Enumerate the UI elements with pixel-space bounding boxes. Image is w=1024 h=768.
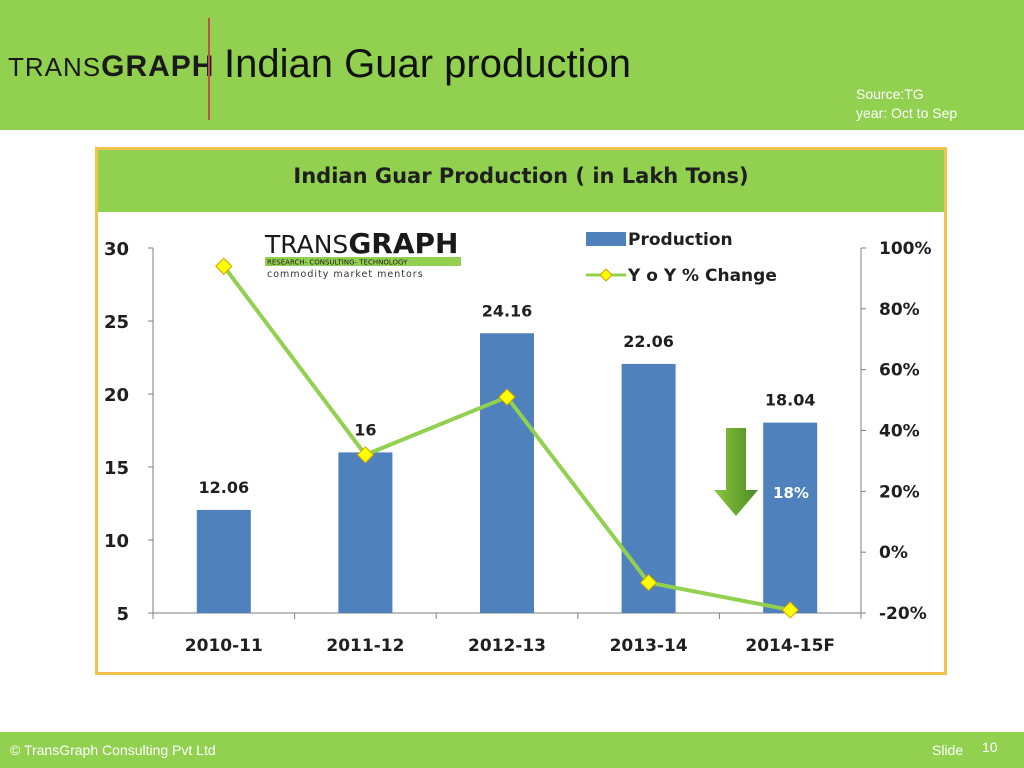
y-axis-left-tick-label: 30 [104, 239, 129, 260]
yoy-change-marker [781, 601, 799, 619]
yoy-change-marker [215, 257, 233, 275]
chart-legend: Production Y o Y % Change [586, 230, 777, 286]
production-bar-label: 24.16 [482, 301, 533, 320]
x-axis-tick-label: 2010-11 [185, 636, 263, 656]
production-bar-label: 16 [354, 420, 376, 439]
production-bar-label: 18.04 [765, 391, 816, 410]
production-bar [621, 363, 676, 613]
footer-band: © TransGraph Consulting Pvt Ltd Slide 10 [0, 732, 1024, 768]
y-axis-right-tick-label: 20% [879, 482, 920, 502]
page-title: Indian Guar production [224, 42, 631, 86]
svg-text:TRANSGRAPH: TRANSGRAPH [264, 227, 458, 260]
production-bar-label: 12.06 [198, 478, 249, 497]
logo-light-text: TRANS [8, 52, 102, 82]
y-axis-right-tick-label: -20% [879, 604, 927, 624]
x-axis-tick-label: 2011-12 [326, 636, 404, 656]
production-bar [480, 333, 534, 613]
source-note: Source:TG year: Oct to Sep [856, 85, 957, 123]
production-bar [196, 509, 251, 613]
y-axis-left-tick-label: 20 [104, 385, 129, 406]
logo-bold-text: GRAPH [101, 50, 215, 83]
header-band: TRANSGRAPH Indian Guar production Source… [0, 0, 1024, 130]
slide-number: 10 [982, 739, 998, 755]
legend-marker-yoy [599, 268, 613, 282]
y-axis-left-tick-label: 15 [104, 458, 129, 479]
chart-logo-motto: commodity market mentors [267, 269, 424, 280]
copyright-text: © TransGraph Consulting Pvt Ltd [10, 742, 216, 758]
yoy-change-marker [356, 446, 375, 464]
production-bar-label: 22.06 [623, 332, 674, 351]
legend-swatch-production [586, 232, 626, 246]
chart-bar-labels: 12.06 16 24.16 22.06 18.04 [198, 301, 815, 497]
chart-logo-light: TRANS [264, 230, 348, 259]
chart-logo-tagline: RESEARCH- CONSULTING- TECHNOLOGY [267, 259, 408, 267]
chart-title-band [98, 150, 944, 212]
legend-label-yoy: Y o Y % Change [627, 266, 777, 286]
x-axis-tick-label: 2013-14 [610, 636, 688, 656]
x-axis-tick-label: 2014-15F [745, 636, 835, 656]
chart-logo-bold: GRAPH [348, 227, 458, 260]
source-line: Source:TG [856, 86, 924, 102]
decline-annotation: 18% [773, 484, 809, 502]
chart-title: Indian Guar Production ( in Lakh Tons) [293, 164, 748, 188]
chart-logo: TRANSGRAPH RESEARCH- CONSULTING- TECHNOL… [264, 227, 461, 280]
y-axis-right-tick-label: 80% [879, 300, 920, 320]
chart-frame: Indian Guar Production ( in Lakh Tons) T… [95, 147, 947, 675]
yoy-change-marker [639, 573, 658, 592]
y-axis-left-tick-label: 25 [104, 312, 129, 333]
y-axis-right-tick-label: 0% [879, 543, 908, 563]
guar-production-chart: Indian Guar Production ( in Lakh Tons) T… [98, 150, 944, 656]
chart-yoy-series [215, 257, 799, 619]
production-bar [338, 452, 393, 613]
transgraph-logo: TRANSGRAPH [8, 50, 214, 90]
down-arrow-icon [714, 428, 758, 516]
slide-label: Slide [932, 742, 964, 758]
y-axis-left-tick-label: 5 [116, 604, 129, 625]
year-line: year: Oct to Sep [856, 105, 958, 121]
chart-axes: 5 10 15 20 25 30 -20% 0% 20% 40% 60% 80% 100% 2010-11… [104, 239, 932, 656]
chart-bars [196, 333, 818, 613]
yoy-change-marker [498, 388, 516, 406]
y-axis-left-tick-label: 10 [104, 531, 129, 552]
y-axis-right-tick-label: 100% [879, 239, 932, 259]
legend-label-production: Production [628, 230, 733, 250]
header-divider [208, 18, 210, 120]
chart-logo-bar [265, 257, 461, 266]
y-axis-right-tick-label: 40% [879, 422, 920, 442]
production-bar [763, 422, 818, 613]
y-axis-right-tick-label: 60% [879, 361, 920, 381]
x-axis-tick-label: 2012-13 [468, 636, 546, 656]
